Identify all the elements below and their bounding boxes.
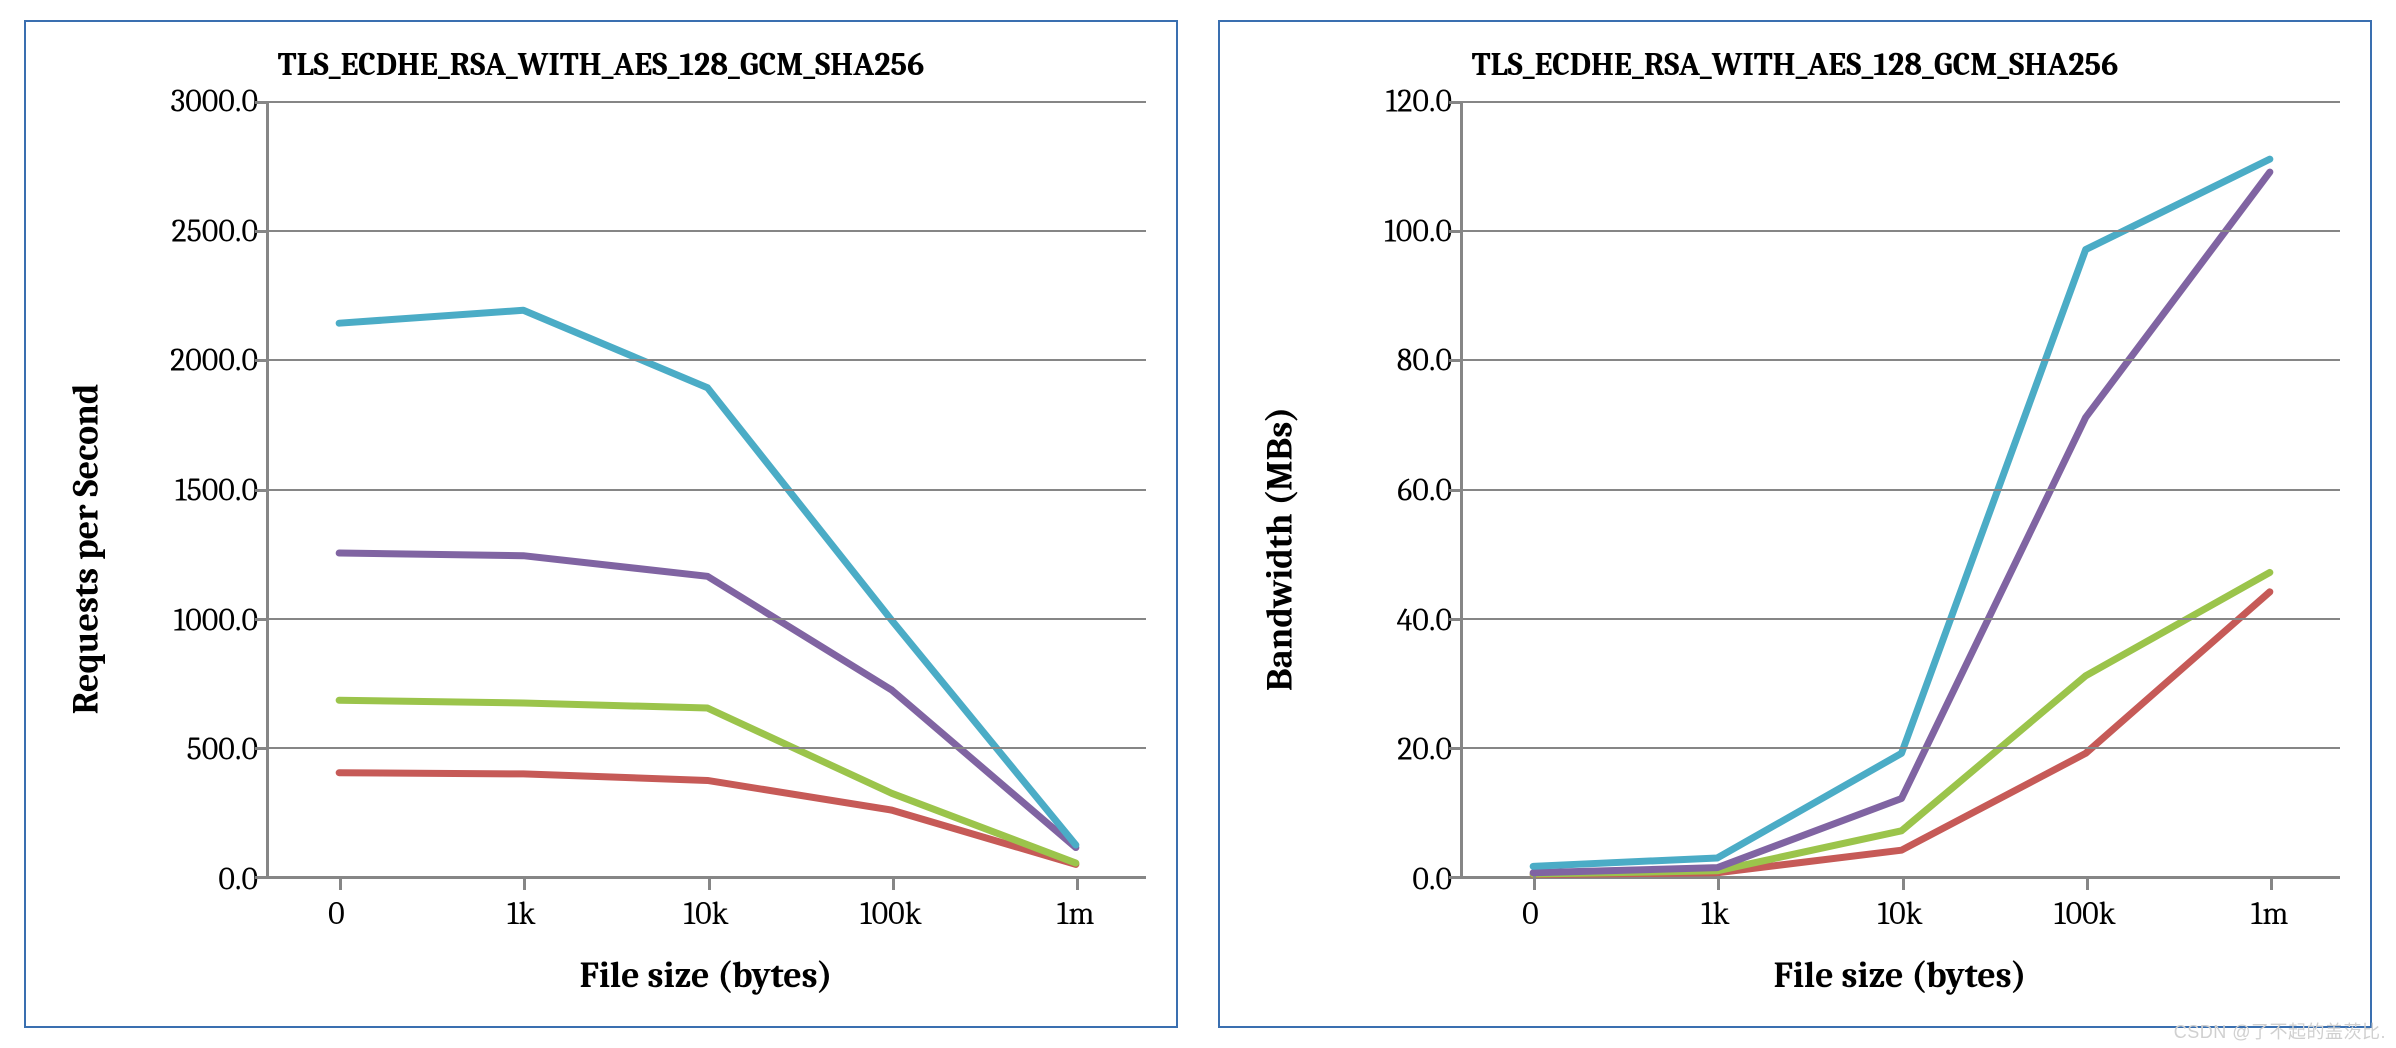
series-line-series-c <box>1533 172 2270 873</box>
x-tick-label: 1k <box>507 895 535 932</box>
y-tick-label: 2500.0 <box>171 212 258 249</box>
y-tick-label: 40.0 <box>1397 601 1452 638</box>
gridline <box>1463 489 2340 491</box>
chart-body: Requests per Second 0.0 500.0 1000.0 1500.0… <box>56 101 1146 996</box>
x-tick-label: 1k <box>1701 895 1729 932</box>
gridline <box>269 747 1146 749</box>
y-tickmark <box>1449 101 1463 104</box>
x-tick-label: 0 <box>1522 895 1539 932</box>
chart-title: TLS_ECDHE_RSA_WITH_AES_128_GCM_SHA256 <box>1250 46 2340 83</box>
chart-col: 0.0500.01000.01500.02000.02500.03000.0 0… <box>116 101 1146 996</box>
y-axis-label: Bandwidth (MBs) <box>1260 406 1301 690</box>
ylabel-wrap: Bandwidth (MBs) <box>1250 101 1310 996</box>
x-tick-label: 1m <box>2251 895 2289 932</box>
y-tickmark <box>255 747 269 750</box>
y-tick-label: 0.0 <box>218 861 258 898</box>
y-tick-label: 100.0 <box>1384 212 1452 249</box>
y-tickmark <box>255 489 269 492</box>
gridline <box>1463 359 2340 361</box>
y-tick-label: 1000.0 <box>174 601 258 638</box>
plot-area <box>1460 101 2340 879</box>
chart-panel-bandwidth: TLS_ECDHE_RSA_WITH_AES_128_GCM_SHA256 Ba… <box>1218 20 2372 1028</box>
y-tick-label: 60.0 <box>1397 472 1452 509</box>
y-tick-label: 3000.0 <box>170 83 258 120</box>
gridline <box>1463 618 2340 620</box>
y-tickmark <box>1449 489 1463 492</box>
gridline <box>269 230 1146 232</box>
y-tick-label: 0.0 <box>1412 861 1452 898</box>
y-tickmark <box>1449 747 1463 750</box>
y-tickmark <box>255 359 269 362</box>
y-tick-label: 80.0 <box>1397 342 1452 379</box>
x-axis-label: File size (bytes) <box>266 955 1146 996</box>
y-tick-label: 120.0 <box>1386 83 1452 120</box>
y-tickmark <box>255 618 269 621</box>
gridline <box>1463 747 2340 749</box>
gridline <box>269 489 1146 491</box>
y-tickmark <box>1449 230 1463 233</box>
plot-area <box>266 101 1146 879</box>
ylabel-wrap: Requests per Second <box>56 101 116 996</box>
x-tick-label: 0 <box>328 895 345 932</box>
y-tick-label: 500.0 <box>187 731 258 768</box>
chart-col: 0.020.040.060.080.0100.0120.0 01k10k100k… <box>1310 101 2340 996</box>
gridline <box>269 618 1146 620</box>
x-ticks: 0 1k 10k 100k 1m <box>1460 879 2340 949</box>
x-axis-label: File size (bytes) <box>1460 955 2340 996</box>
page: TLS_ECDHE_RSA_WITH_AES_128_GCM_SHA256 Re… <box>0 0 2396 1048</box>
y-tickmark <box>255 230 269 233</box>
y-tick-label: 2000.0 <box>170 342 258 379</box>
series-line-series-d <box>1533 159 2270 866</box>
chart-title: TLS_ECDHE_RSA_WITH_AES_128_GCM_SHA256 <box>56 46 1146 83</box>
y-tickmark <box>255 101 269 104</box>
gridline <box>269 101 1146 103</box>
x-tick-label: 1m <box>1057 895 1095 932</box>
chart-panel-requests: TLS_ECDHE_RSA_WITH_AES_128_GCM_SHA256 Re… <box>24 20 1178 1028</box>
gridline <box>1463 101 2340 103</box>
y-tickmark <box>1449 359 1463 362</box>
x-tick-label: 10k <box>1878 895 1923 932</box>
gridline <box>269 359 1146 361</box>
y-ticks: 0.020.040.060.080.0100.0120.0 <box>1310 101 1460 879</box>
y-tickmark <box>1449 618 1463 621</box>
x-tick-label: 10k <box>684 895 729 932</box>
x-ticks: 0 1k 10k 100k 1m <box>266 879 1146 949</box>
y-tick-label: 20.0 <box>1397 731 1452 768</box>
y-ticks: 0.0500.01000.01500.02000.02500.03000.0 <box>116 101 266 879</box>
plot-row: 0.020.040.060.080.0100.0120.0 <box>1310 101 2340 879</box>
chart-body: Bandwidth (MBs) 0.0 20.0 40.0 60.0 80.0 100.0… <box>1250 101 2340 996</box>
y-tick-label: 1500.0 <box>175 472 258 509</box>
plot-row: 0.0500.01000.01500.02000.02500.03000.0 <box>116 101 1146 879</box>
x-tick-label: 100k <box>2054 895 2115 932</box>
y-axis-label: Requests per Second <box>66 383 107 714</box>
gridline <box>1463 230 2340 232</box>
x-tick-label: 100k <box>860 895 921 932</box>
